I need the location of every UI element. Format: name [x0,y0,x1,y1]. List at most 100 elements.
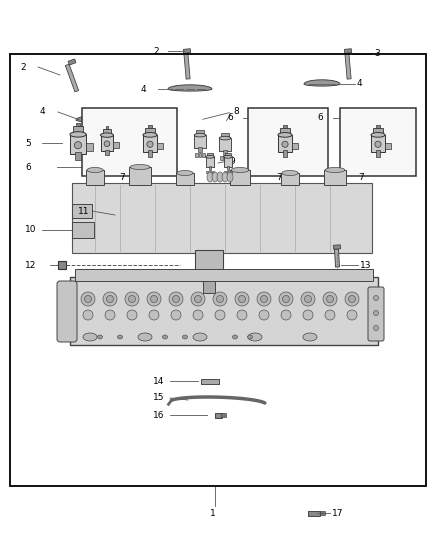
Bar [292,143,298,149]
Bar [75,152,81,159]
Polygon shape [344,49,352,53]
Circle shape [345,292,359,306]
Ellipse shape [227,172,233,182]
Circle shape [215,310,225,320]
Ellipse shape [130,165,150,169]
Circle shape [237,310,247,320]
Ellipse shape [83,333,97,341]
Circle shape [83,310,93,320]
Bar [324,170,346,185]
Circle shape [301,292,315,306]
Circle shape [74,142,81,149]
Ellipse shape [219,136,231,140]
Text: 7: 7 [358,174,364,182]
Ellipse shape [303,333,317,341]
Circle shape [127,310,137,320]
Bar [129,167,151,185]
Circle shape [169,292,183,306]
Ellipse shape [233,335,237,339]
Bar [105,150,109,155]
Bar [376,125,380,128]
Bar [219,138,231,151]
Circle shape [104,141,110,147]
Circle shape [303,310,313,320]
Circle shape [257,292,271,306]
Circle shape [147,292,161,306]
Polygon shape [335,249,339,267]
Ellipse shape [231,167,249,173]
Bar [207,153,213,157]
Polygon shape [168,85,212,91]
Polygon shape [215,413,222,417]
Text: 6: 6 [25,163,31,172]
Text: 7: 7 [276,174,282,182]
Circle shape [259,310,269,320]
Bar [72,222,94,238]
Text: 1: 1 [210,508,216,518]
Text: 2: 2 [153,46,159,55]
Bar [221,133,229,138]
Bar [202,153,205,157]
Ellipse shape [100,133,113,138]
Bar [195,250,223,278]
Text: 4: 4 [357,79,363,88]
Circle shape [282,141,288,147]
Ellipse shape [162,335,167,339]
Circle shape [235,292,249,306]
Text: 4: 4 [40,108,46,117]
Bar [75,269,373,281]
Bar [198,153,201,157]
FancyBboxPatch shape [368,287,384,341]
Ellipse shape [247,335,252,339]
Ellipse shape [212,172,218,182]
FancyBboxPatch shape [57,281,77,342]
Circle shape [347,310,357,320]
Circle shape [213,292,227,306]
Bar [227,171,229,173]
Ellipse shape [177,171,193,175]
Bar [209,171,211,173]
Circle shape [304,295,311,303]
Text: 12: 12 [25,261,36,270]
Polygon shape [304,80,340,86]
Circle shape [216,295,223,303]
Bar [86,143,93,151]
Bar [205,157,214,167]
Circle shape [281,310,291,320]
Circle shape [81,292,95,306]
Ellipse shape [374,326,378,330]
Ellipse shape [87,167,103,173]
Polygon shape [65,64,79,92]
Bar [223,150,227,156]
Circle shape [261,295,268,303]
Bar [371,135,385,152]
Ellipse shape [224,156,233,158]
Circle shape [191,292,205,306]
Text: 7: 7 [119,174,125,182]
Text: 2: 2 [20,62,26,71]
Bar [220,156,223,160]
Bar [76,123,80,126]
Polygon shape [308,511,320,515]
Ellipse shape [282,171,298,175]
Bar [225,153,231,157]
Text: 9: 9 [229,157,235,166]
Bar [195,153,198,157]
Ellipse shape [374,311,378,316]
Circle shape [375,141,381,147]
Bar [72,204,92,218]
Polygon shape [319,511,325,515]
Bar [157,143,163,149]
Ellipse shape [70,132,86,137]
Text: 16: 16 [153,410,165,419]
Bar [148,125,152,128]
Circle shape [149,310,159,320]
Bar [373,128,383,135]
Bar [227,156,230,160]
Bar [212,171,214,173]
Polygon shape [345,53,351,79]
Circle shape [349,295,356,303]
Polygon shape [333,245,341,249]
Bar [106,126,109,128]
Bar [113,142,119,148]
